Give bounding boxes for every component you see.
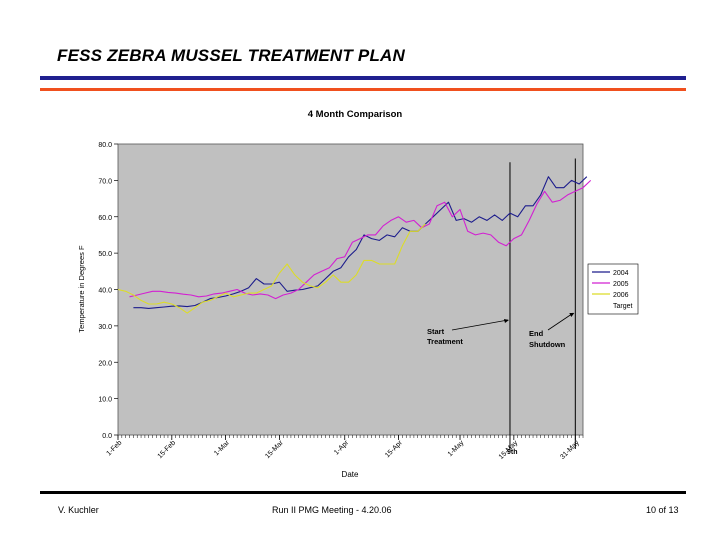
y-axis-label: Temperature in Degrees F (77, 245, 86, 333)
annotation-end-shutdown: End Shutdown (529, 312, 575, 349)
y-tick-label: 40.0 (98, 288, 112, 295)
footer-meeting: Run II PMG Meeting - 4.20.06 (272, 505, 392, 515)
header-rule-orange (40, 88, 686, 91)
y-tick-label: 60.0 (98, 215, 112, 222)
y-tick-label: 50.0 (98, 251, 112, 258)
legend-label: 2005 (613, 281, 629, 288)
x-tick-label: 1-May (447, 439, 466, 458)
series-line-2005 (129, 180, 592, 300)
series-line-2004 (133, 176, 588, 309)
x-tick-label: 1-Mar (213, 439, 231, 457)
x-tick-label: 31-May (559, 439, 581, 461)
annotation-line: Start (427, 327, 445, 336)
x-tick-label: 1-Feb (106, 439, 124, 457)
chart-legend: 2004 2005 2006 Target (587, 263, 639, 315)
marker-label: 9th (507, 449, 518, 456)
footer-author: V. Kuchler (58, 505, 99, 515)
annotation-line: Treatment (427, 337, 463, 346)
plot-area (117, 143, 584, 436)
x-tick-label: 1-Apr (333, 439, 351, 457)
annotation-arrow (451, 319, 509, 331)
chart-title: 4 Month Comparison (308, 109, 403, 120)
y-tick-label: 20.0 (98, 360, 112, 367)
y-tick-label: 70.0 (98, 178, 112, 185)
annotation-arrow (547, 312, 574, 331)
x-tick-label: 15-Feb (157, 439, 178, 460)
y-tick-label: 80.0 (98, 142, 112, 149)
footer-rule (40, 491, 686, 494)
y-tick-label: 10.0 (98, 397, 112, 404)
legend-label: Target (613, 303, 633, 310)
x-axis-label: Date (342, 470, 359, 479)
annotation-line: Shutdown (529, 340, 566, 349)
legend-label: 2004 (613, 270, 629, 277)
page-number: 10 of 13 (646, 505, 679, 515)
annotation-arrowhead (569, 313, 575, 317)
x-tick-label: 15-Apr (384, 439, 404, 459)
y-tick-label: 30.0 (98, 324, 112, 331)
annotation-line: End (529, 329, 544, 338)
legend-label: 2006 (613, 292, 629, 299)
header-rule-blue (40, 76, 686, 80)
series-line-2006 (117, 223, 426, 314)
x-tick-label: 15-Mar (264, 439, 285, 460)
annotation-arrowhead (503, 319, 509, 323)
slide-title: FESS ZEBRA MUSSEL TREATMENT PLAN (57, 46, 405, 65)
y-tick-label: 0.0 (102, 433, 112, 440)
